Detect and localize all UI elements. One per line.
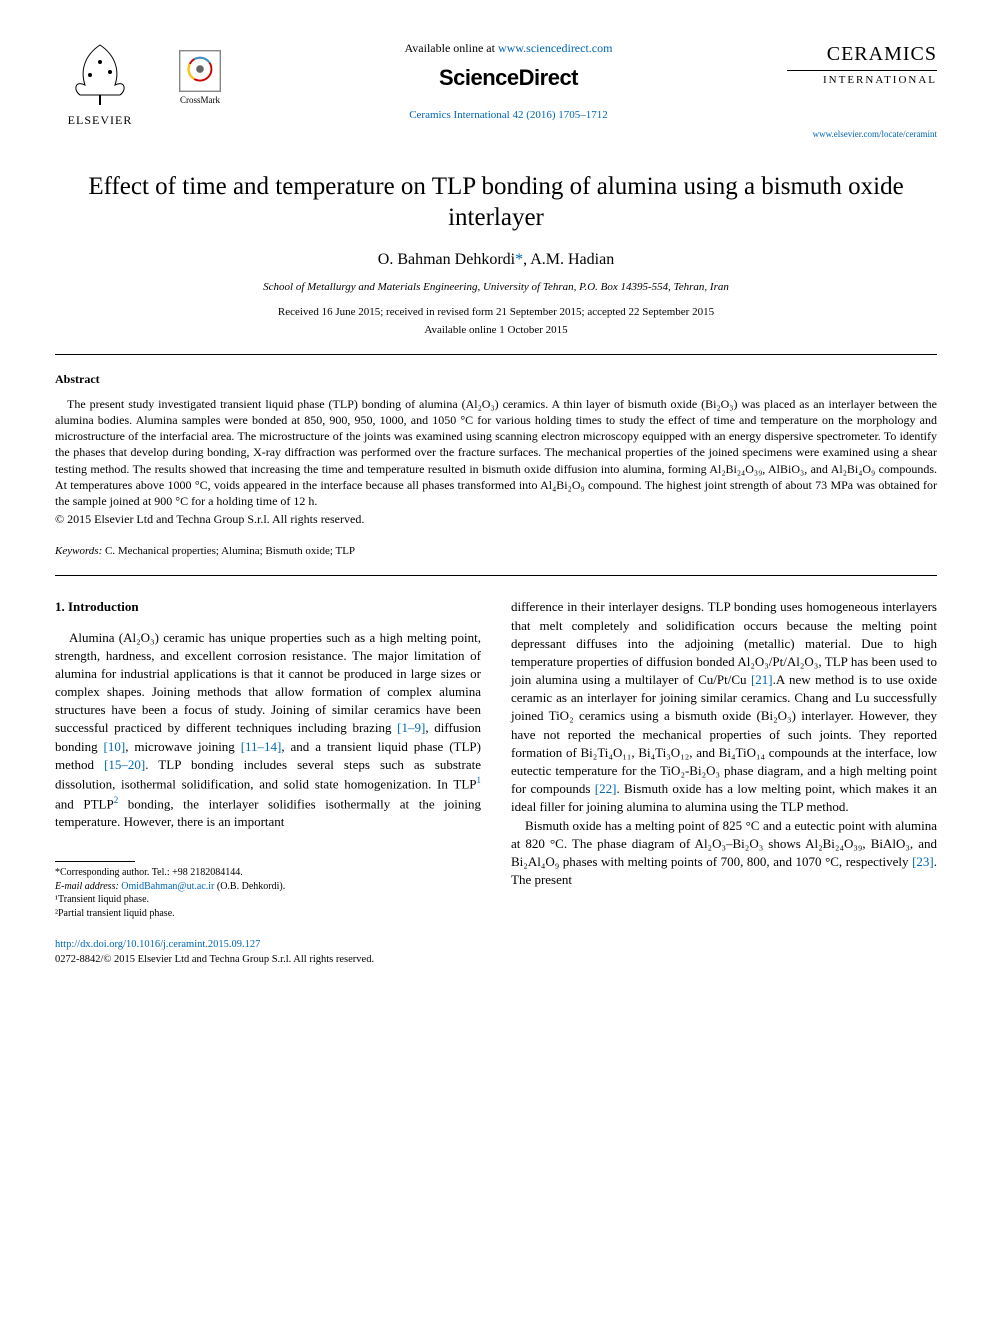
affiliation: School of Metallurgy and Materials Engin… [55,280,937,295]
journal-name: CERAMICS [787,40,937,68]
paragraph: difference in their interlayer designs. … [511,598,937,816]
ref-link[interactable]: [1–9] [397,720,425,735]
history-dates-1: Received 16 June 2015; received in revis… [55,305,937,320]
elsevier-label: ELSEVIER [68,112,133,129]
keywords: Keywords: C. Mechanical properties; Alum… [55,544,937,559]
author-2: , A.M. Hadian [523,251,614,268]
doi-link[interactable]: http://dx.doi.org/10.1016/j.ceramint.201… [55,939,260,950]
email-footnote: E-mail address: OmidBahman@ut.ac.ir (O.B… [55,880,481,894]
paragraph: Bismuth oxide has a melting point of 825… [511,817,937,890]
history-dates-2: Available online 1 October 2015 [55,323,937,338]
available-text: Available online at [405,41,498,55]
journal-subtitle: INTERNATIONAL [787,70,937,88]
ref-link[interactable]: [11–14] [241,739,282,754]
sciencedirect-url[interactable]: www.sciencedirect.com [498,41,613,55]
corresponding-marker: * [515,251,523,268]
abstract-copyright: © 2015 Elsevier Ltd and Techna Group S.r… [55,511,937,528]
abstract-body: The present study investigated transient… [55,396,937,509]
left-column: 1. Introduction Alumina (Al₂O₃) ceramic … [55,598,481,920]
journal-logo-block: CERAMICS INTERNATIONAL www.elsevier.com/… [787,40,937,141]
divider [55,575,937,576]
corresponding-footnote: *Corresponding author. Tel.: +98 2182084… [55,866,481,880]
doi-block: http://dx.doi.org/10.1016/j.ceramint.201… [55,938,937,967]
ref-link[interactable]: [23] [912,854,934,869]
issn-copyright: 0272-8842/© 2015 Elsevier Ltd and Techna… [55,954,374,965]
ref-link[interactable]: [22] [595,781,617,796]
sciencedirect-logo: ScienceDirect [240,63,777,94]
section-title: Introduction [68,599,139,614]
keywords-text: C. Mechanical properties; Alumina; Bismu… [105,545,355,557]
abstract-heading: Abstract [55,371,937,388]
section-heading: 1. Introduction [55,598,481,616]
elsevier-tree-icon [65,40,135,110]
body-columns: 1. Introduction Alumina (Al₂O₃) ceramic … [55,598,937,920]
journal-url[interactable]: www.elsevier.com/locate/ceramint [787,128,937,141]
authors: O. Bahman Dehkordi*, A.M. Hadian [55,249,937,271]
elsevier-logo-block: ELSEVIER [55,40,145,129]
footnote-ref-1[interactable]: 1 [477,775,482,785]
footnote-2: ²Partial transient liquid phase. [55,907,481,921]
author-email[interactable]: OmidBahman@ut.ac.ir [121,881,214,892]
page-header: ELSEVIER CrossMark Available online at w… [55,40,937,141]
right-column: difference in their interlayer designs. … [511,598,937,920]
journal-reference[interactable]: Ceramics International 42 (2016) 1705–17… [240,108,777,123]
available-online: Available online at www.sciencedirect.co… [240,40,777,57]
keywords-label: Keywords: [55,545,105,557]
ref-link[interactable]: [21] [751,672,773,687]
center-header: Available online at www.sciencedirect.co… [230,40,787,123]
footnote-separator [55,861,135,862]
crossmark-label: CrossMark [180,94,220,107]
divider [55,354,937,355]
article-title: Effect of time and temperature on TLP bo… [75,171,917,234]
section-number: 1. [55,599,65,614]
ref-link[interactable]: [10] [104,739,126,754]
paragraph: Alumina (Al₂O₃) ceramic has unique prope… [55,629,481,832]
ref-link[interactable]: [15–20] [104,757,145,772]
author-1: O. Bahman Dehkordi [378,251,515,268]
crossmark-block[interactable]: CrossMark [170,50,230,107]
crossmark-icon [179,50,221,92]
footnote-1: ¹Transient liquid phase. [55,893,481,907]
